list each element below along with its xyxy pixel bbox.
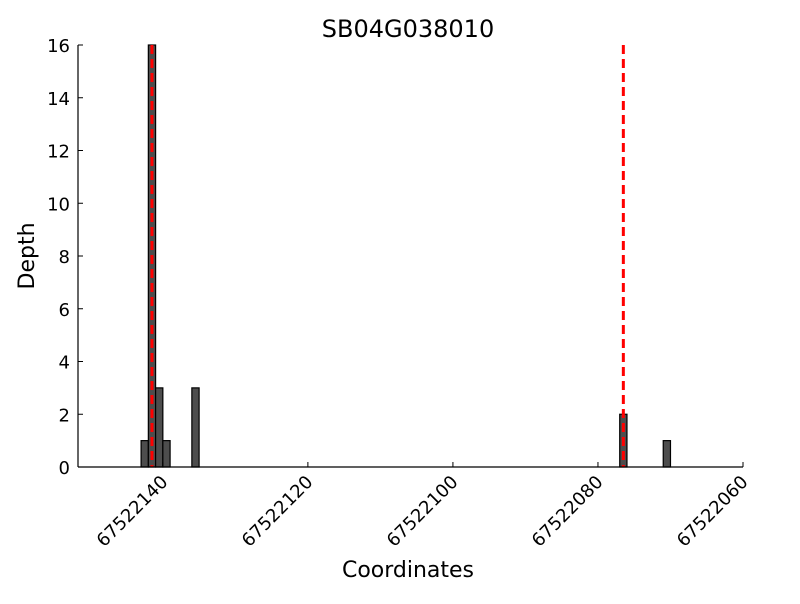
y-tick-label: 10	[47, 194, 70, 215]
y-tick-label: 0	[59, 458, 70, 479]
depth-bar	[154, 387, 164, 468]
y-tick-label: 12	[47, 142, 70, 163]
depth-bar	[162, 440, 171, 468]
y-tick-label: 4	[59, 353, 70, 374]
depth-bar	[662, 440, 672, 468]
x-tick-label: 67522060	[673, 472, 753, 552]
y-tick-label: 2	[59, 405, 70, 426]
y-tick-label: 6	[59, 300, 70, 321]
depth-bar	[140, 440, 149, 468]
x-tick-label: 67522140	[93, 472, 173, 552]
x-axis-label: Coordinates	[342, 558, 474, 583]
chart-title: SB04G038010	[322, 15, 494, 43]
x-tick-label: 67522100	[383, 472, 463, 552]
x-tick-label: 67522080	[528, 472, 608, 552]
y-axis-label: Depth	[15, 222, 40, 289]
x-tick-label: 67522120	[238, 472, 318, 552]
depth-bar	[191, 387, 200, 468]
y-tick-label: 8	[59, 247, 70, 268]
y-tick-label: 16	[47, 36, 70, 57]
y-tick-label: 14	[47, 89, 70, 110]
